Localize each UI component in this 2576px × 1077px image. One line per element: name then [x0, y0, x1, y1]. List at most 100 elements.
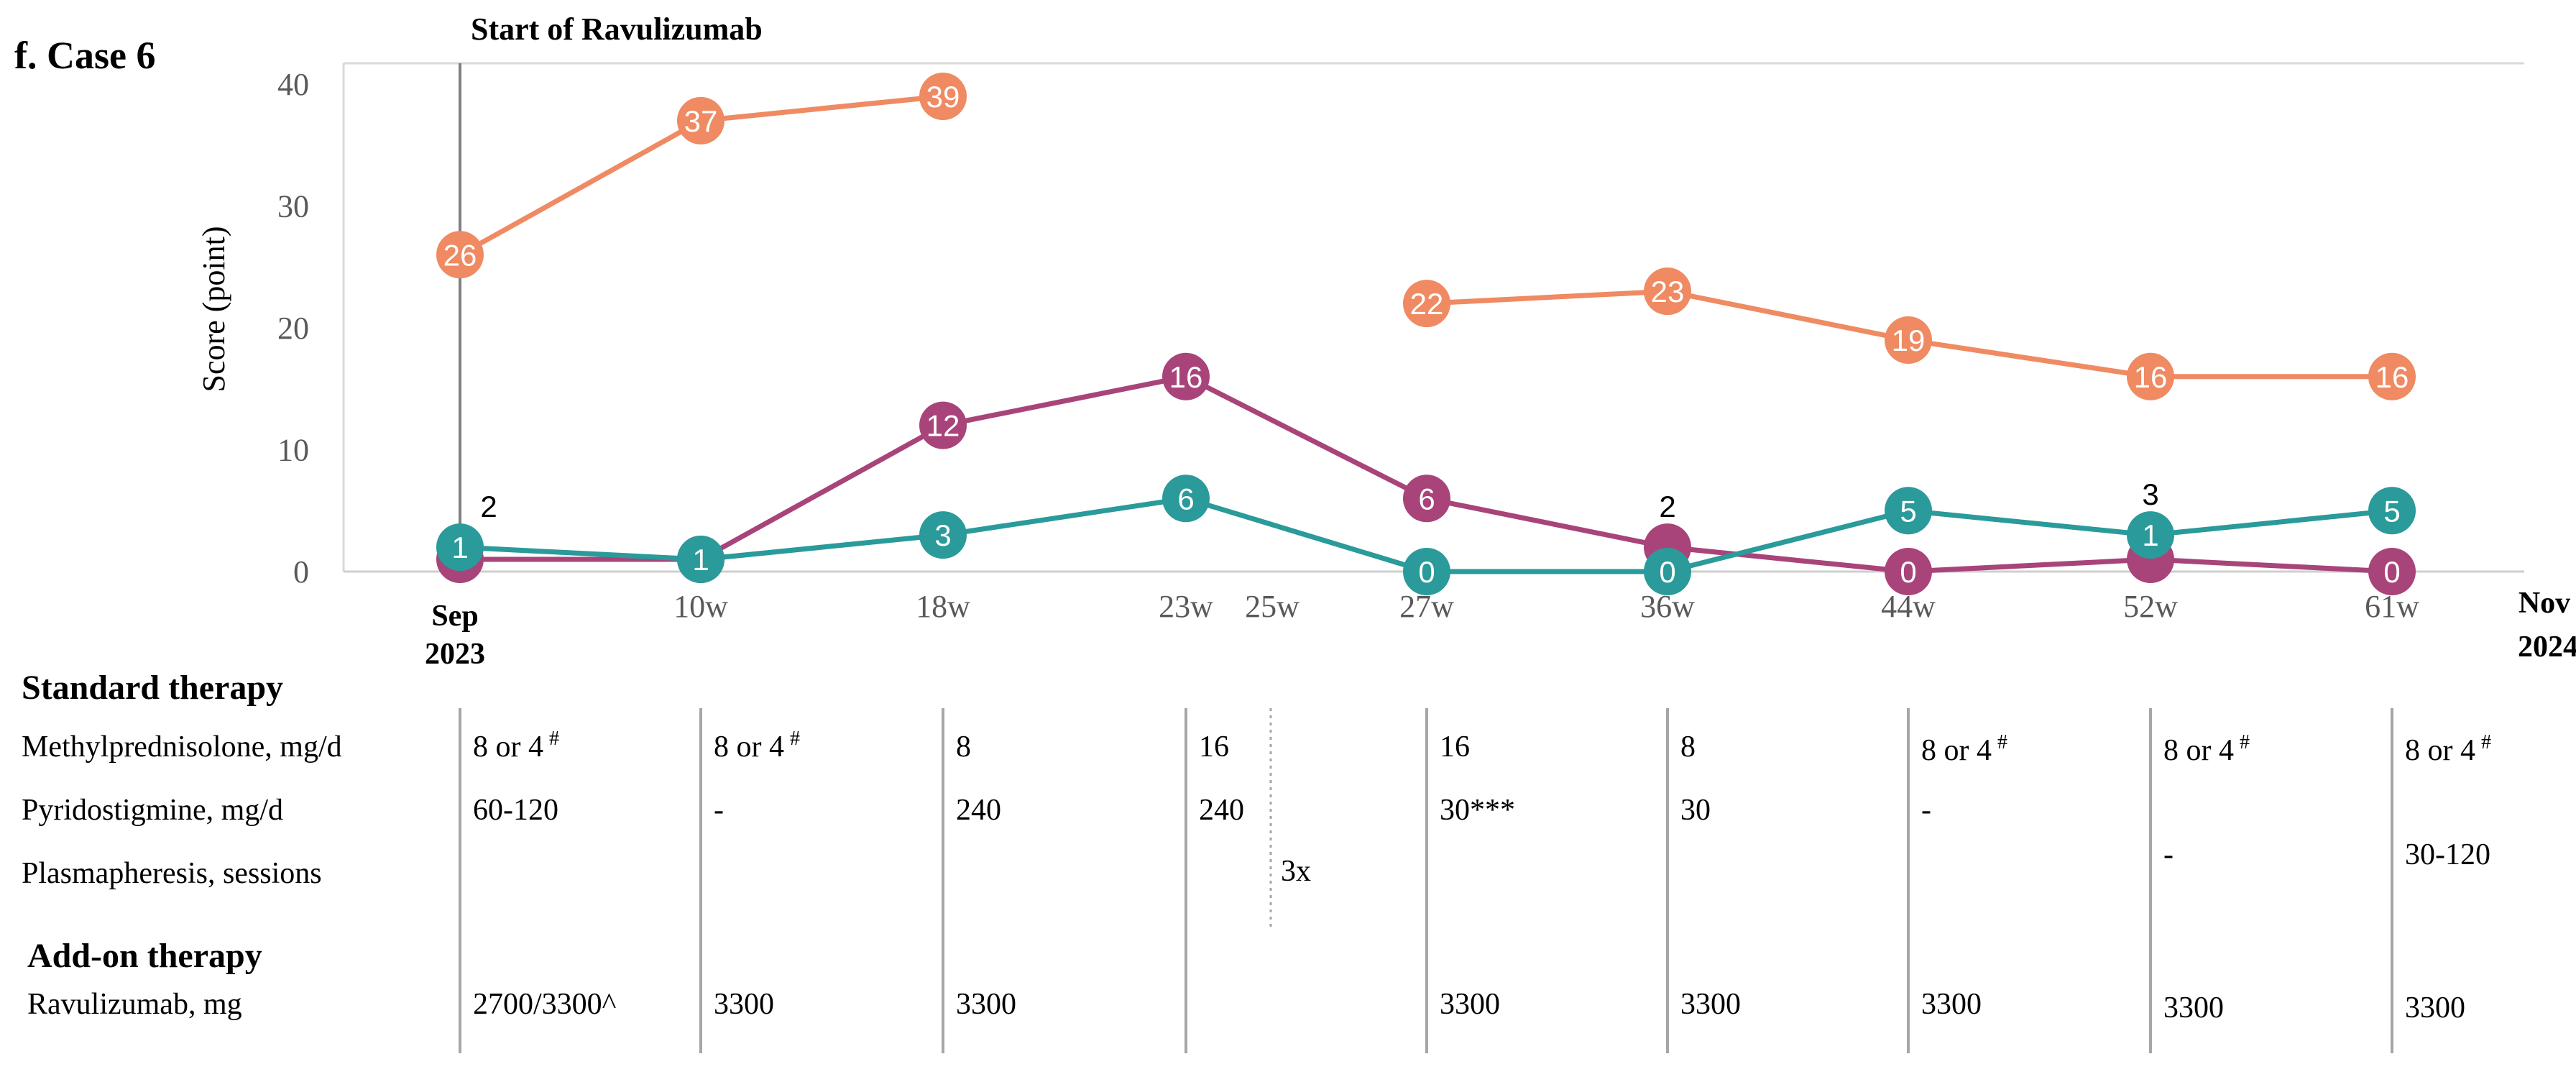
data-point-label: 22 — [1410, 287, 1444, 321]
therapy-row-label: Ravulizumab, mg — [27, 988, 242, 1021]
therapy-cell: 60-120 — [473, 794, 558, 827]
therapy-cell: - — [2163, 838, 2174, 871]
therapy-cell: - — [1921, 794, 1931, 827]
therapy-cell: 3300 — [714, 988, 774, 1021]
therapy-row-label: Pyridostigmine, mg/d — [22, 794, 283, 827]
therapy-cell: 3300 — [1680, 988, 1741, 1021]
addon-therapy-header: Add-on therapy — [27, 937, 262, 975]
data-point-marker — [677, 96, 724, 145]
standard-therapy-header: Standard therapy — [22, 669, 283, 707]
table-separators — [459, 708, 2393, 1053]
x-end-year: 2024 — [2518, 631, 2576, 664]
therapy-cell: 16 — [1199, 730, 1229, 764]
data-point-label: 1 — [692, 543, 709, 577]
y-tick-label: 10 — [277, 433, 309, 468]
therapy-cell: 8 — [956, 730, 971, 764]
data-point-marker — [2368, 548, 2416, 595]
data-point-label: 6 — [1177, 482, 1194, 515]
data-point-marker — [1885, 487, 1932, 535]
series-line — [460, 374, 2393, 574]
x-tick-label: 10w — [673, 589, 728, 624]
x-ticks: 10w 18w 23w 25w 27w 36w 44w 52w 61w — [673, 589, 2419, 624]
therapy-cell: 3300 — [1440, 988, 1500, 1021]
therapy-cell: 3300 — [2163, 991, 2224, 1025]
therapy-cell: 30*** — [1440, 794, 1515, 827]
x-start-month: Sep — [431, 600, 478, 633]
data-point-marker — [2127, 352, 2174, 400]
panel-label: f. Case 6 — [14, 34, 155, 77]
therapy-cell: 3300 — [956, 988, 1016, 1021]
y-ticks: 0 10 20 30 40 — [277, 67, 309, 590]
data-point-marker — [1162, 352, 1210, 400]
therapy-rows: Methylprednisolone, mg/d 8 or 4 # 8 or 4 # 8 1… — [22, 728, 2491, 1025]
data-point-marker — [1644, 267, 1691, 316]
data-point-label: 0 — [2383, 555, 2400, 589]
therapy-cell: 240 — [956, 794, 1001, 827]
data-point-label: 1 — [2142, 518, 2158, 552]
therapy-row: Methylprednisolone, mg/d 8 or 4 # 8 or 4 # 8 1… — [22, 728, 2491, 767]
data-point-label: 0 — [1418, 555, 1435, 589]
data-point-label: 3 — [934, 518, 951, 552]
outside-data-label: 2 — [480, 490, 497, 523]
data-point-label: 6 — [1418, 482, 1435, 515]
therapy-cell: 8 or 4 # — [714, 728, 800, 764]
data-point-marker — [919, 511, 967, 559]
data-point-label: 0 — [1659, 555, 1675, 589]
data-point-marker — [1403, 548, 1450, 595]
outside-data-label: 2 — [1659, 490, 1675, 523]
therapy-row-label: Methylprednisolone, mg/d — [22, 730, 342, 764]
data-point-marker — [919, 72, 967, 120]
data-point-label: 5 — [2383, 494, 2400, 528]
therapy-cell: 8 or 4 # — [1921, 731, 2007, 767]
therapy-cell: 8 — [1680, 730, 1696, 764]
data-point-label: 16 — [2134, 360, 2168, 394]
data-point-label: 23 — [1651, 275, 1685, 308]
data-point-label: 16 — [2375, 360, 2409, 394]
x-tick-label: 18w — [916, 589, 970, 624]
data-point-marker — [1403, 475, 1450, 523]
therapy-cell: 3300 — [1921, 988, 1982, 1021]
data-point-marker — [677, 536, 724, 584]
data-point-marker — [2368, 352, 2416, 400]
data-point-label: 19 — [1892, 324, 1926, 357]
therapy-cell: - — [714, 794, 724, 827]
therapy-cell: 16 — [1440, 730, 1470, 764]
data-point-marker — [436, 523, 484, 572]
therapy-cell: 3x — [1281, 855, 1311, 888]
data-point-label: 39 — [926, 80, 960, 114]
therapy-cell: 30 — [1680, 794, 1711, 827]
data-point-marker — [1644, 548, 1691, 595]
y-tick-label: 0 — [293, 554, 309, 590]
data-point-marker — [1885, 316, 1932, 364]
data-point-marker — [2127, 511, 2174, 559]
data-point-label: 37 — [684, 104, 718, 138]
data-point-label: 16 — [1169, 360, 1203, 394]
therapy-cell: 8 or 4 # — [473, 728, 559, 764]
x-start-year: 2023 — [425, 638, 485, 671]
data-point-label: 5 — [1900, 494, 1916, 528]
data-point-label: 1 — [451, 531, 468, 564]
x-tick-label: 52w — [2123, 589, 2178, 624]
therapy-row: Pyridostigmine, mg/d 60-120 - 240 240 30*** 30… — [22, 794, 1931, 827]
therapy-cell: 3300 — [2405, 991, 2465, 1025]
y-axis-label: Score (point) — [196, 226, 231, 393]
data-point-marker — [2368, 487, 2416, 535]
outside-data-label: 3 — [2142, 477, 2158, 511]
data-point-marker — [1403, 280, 1450, 328]
therapy-row: Plasmapheresis, sessions 3x - 30-120 — [22, 838, 2490, 890]
data-point-marker — [436, 231, 484, 279]
therapy-cell: 240 — [1199, 794, 1244, 827]
therapy-cell: 8 or 4 # — [2405, 731, 2491, 767]
data-point-label: 12 — [926, 409, 960, 443]
x-tick-label: 25w — [1245, 589, 1300, 624]
x-tick-label: 23w — [1159, 589, 1213, 624]
therapy-row-label: Plasmapheresis, sessions — [22, 857, 322, 890]
data-point-label: 0 — [1900, 555, 1916, 589]
therapy-cell: 2700/3300^ — [473, 988, 617, 1021]
data-point-marker — [919, 401, 967, 449]
data-point-label: 26 — [443, 238, 477, 272]
y-tick-label: 40 — [277, 67, 309, 102]
y-tick-label: 20 — [277, 311, 309, 346]
